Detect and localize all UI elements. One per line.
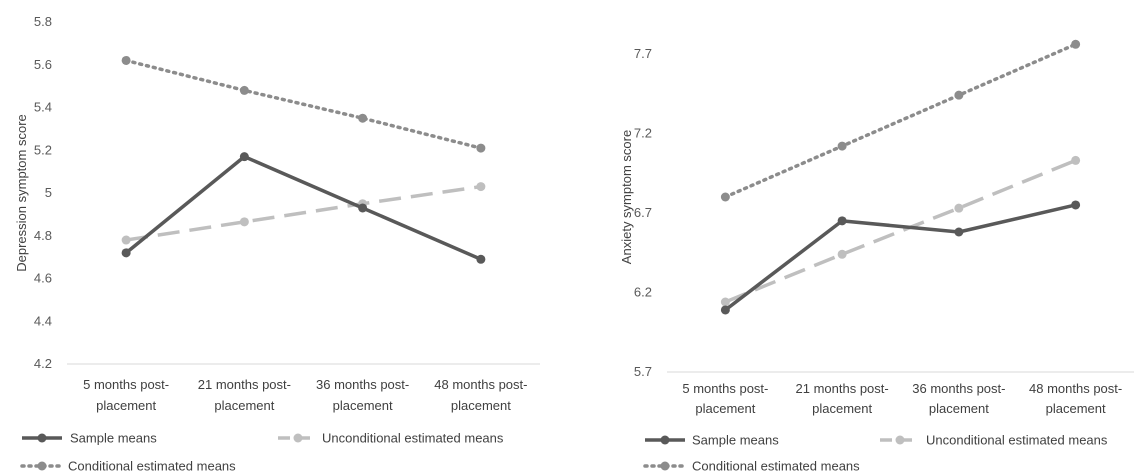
data-point	[954, 91, 963, 100]
data-point	[721, 298, 730, 307]
data-point	[476, 144, 485, 153]
y-tick-label: 5.2	[34, 142, 52, 157]
data-point	[240, 217, 249, 226]
data-point	[122, 56, 131, 65]
y-tick-label: 4.8	[34, 228, 52, 243]
legend: Sample means Unconditional estimated mean…	[645, 433, 1108, 473]
legend-label: Conditional estimated means	[692, 459, 860, 473]
y-tick-label: 7.7	[634, 46, 652, 61]
legend-label: Sample means	[70, 431, 157, 446]
legend-marker	[294, 434, 303, 443]
data-point	[358, 114, 367, 123]
data-point	[954, 204, 963, 213]
series-line	[725, 205, 1075, 310]
y-tick-label: 7.2	[634, 125, 652, 140]
legend-label: Unconditional estimated means	[926, 433, 1108, 448]
y-tick-label: 5.7	[634, 364, 652, 379]
data-point	[721, 193, 730, 202]
legend-item: Sample means	[22, 431, 157, 446]
x-tick-label: 48 months post-placement	[1029, 381, 1122, 416]
data-point	[838, 250, 847, 259]
data-point	[476, 182, 485, 191]
y-tick-label: 5.4	[34, 100, 52, 115]
y-axis-label: Depression symptom score	[14, 114, 29, 272]
y-tick-label: 4.2	[34, 356, 52, 371]
data-point	[476, 255, 485, 264]
series-line	[126, 157, 481, 260]
x-tick-label: 36 months post-placement	[316, 377, 409, 413]
data-point	[1071, 200, 1080, 209]
legend: Sample means Unconditional estimated mean…	[22, 431, 504, 473]
legend-marker	[661, 436, 670, 445]
data-point	[122, 236, 131, 245]
series-unconditional-estimated-means	[721, 156, 1080, 307]
x-tick-label: 48 months post-placement	[434, 377, 527, 413]
legend-marker	[38, 434, 47, 443]
legend-item: Conditional estimated means	[645, 459, 860, 473]
data-point	[721, 305, 730, 314]
chart-2: 5.7 6.2 6.7 7.2 7.7 Anxiety symptom score 5 mo…	[619, 40, 1134, 473]
data-point	[240, 152, 249, 161]
legend-label: Sample means	[692, 433, 779, 448]
y-axis-label: Anxiety symptom score	[619, 130, 634, 264]
y-tick-label: 4.4	[34, 313, 52, 328]
data-point	[838, 142, 847, 151]
y-tick-label: 5.6	[34, 57, 52, 72]
y-tick-label: 6.7	[634, 205, 652, 220]
legend-item: Sample means	[645, 433, 779, 448]
series-line	[126, 60, 481, 148]
series-line	[725, 160, 1075, 302]
x-tick-label: 5 months post-placement	[83, 377, 169, 413]
data-point	[122, 248, 131, 257]
series-conditional-estimated-means	[122, 56, 486, 153]
y-tick-label: 5	[45, 185, 52, 200]
data-point	[1071, 156, 1080, 165]
legend-marker	[896, 436, 905, 445]
series-line	[725, 44, 1075, 197]
legend-marker	[661, 462, 670, 471]
legend-label: Conditional estimated means	[68, 459, 236, 473]
legend-item: Unconditional estimated means	[278, 431, 504, 446]
data-point	[1071, 40, 1080, 49]
y-tick-label: 4.6	[34, 271, 52, 286]
x-tick-label: 5 months post-placement	[682, 381, 768, 416]
legend-label: Unconditional estimated means	[322, 431, 504, 446]
y-tick-label: 5.8	[34, 14, 52, 29]
x-tick-label: 36 months post-placement	[912, 381, 1005, 416]
series-sample-means	[721, 200, 1080, 314]
legend-item: Unconditional estimated means	[880, 433, 1108, 448]
data-point	[838, 216, 847, 225]
data-point	[240, 86, 249, 95]
series-line	[126, 187, 481, 240]
series-conditional-estimated-means	[721, 40, 1080, 202]
x-tick-label: 21 months post-placement	[796, 381, 889, 416]
series-sample-means	[122, 152, 486, 264]
legend-marker	[38, 462, 47, 471]
x-tick-label: 21 months post-placement	[198, 377, 291, 413]
data-point	[358, 203, 367, 212]
y-tick-label: 6.2	[634, 284, 652, 299]
data-point	[954, 228, 963, 237]
chart-1: 4.2 4.4 4.6 4.8 5 5.2 5.4 5.6 5.8 Depression symp…	[14, 14, 540, 473]
legend-item: Conditional estimated means	[22, 459, 236, 473]
